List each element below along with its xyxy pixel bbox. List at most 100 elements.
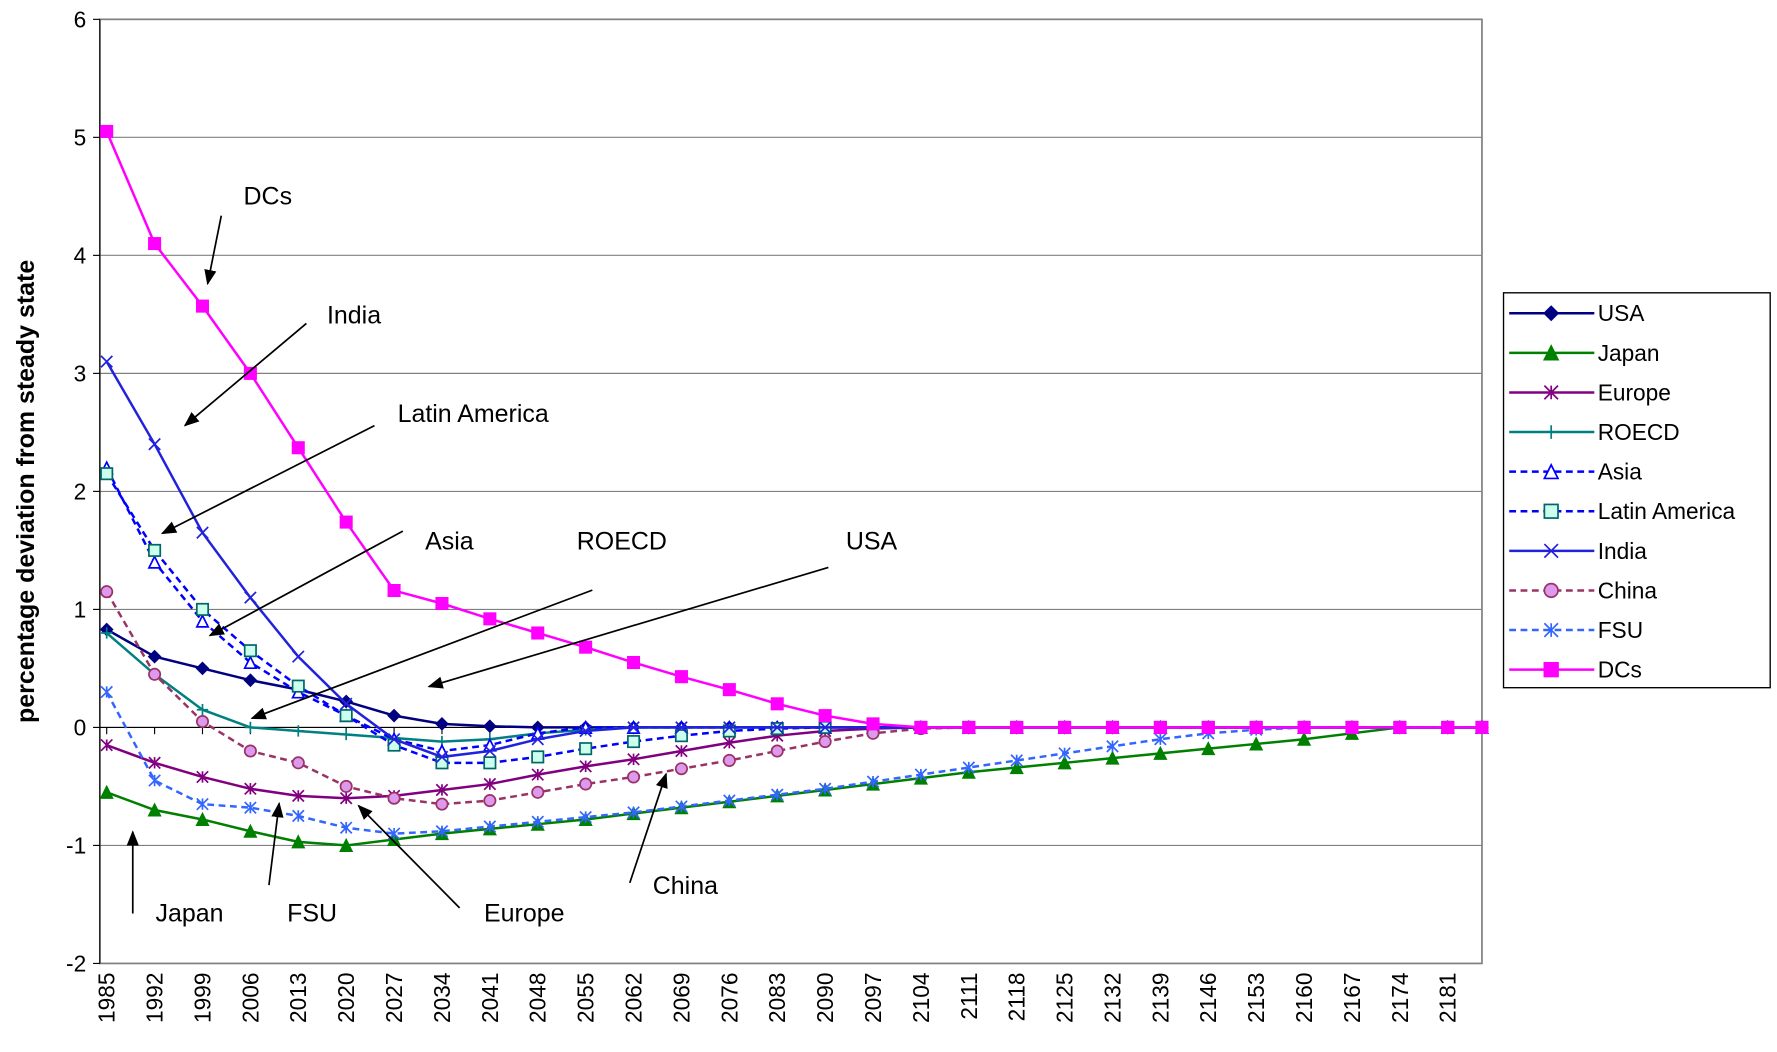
marker [435, 750, 449, 764]
marker [435, 596, 449, 611]
marker [1543, 622, 1559, 638]
marker [627, 753, 640, 766]
annotation: ROECD [577, 527, 667, 555]
marker [483, 756, 497, 770]
y-axis-label: percentage deviation from steady state [12, 260, 40, 723]
y-tick-label: 6 [74, 6, 87, 32]
x-tick-label: 2076 [716, 973, 742, 1023]
x-tick-label: 2069 [668, 973, 694, 1023]
marker [147, 649, 162, 664]
series-layer [99, 124, 1490, 852]
annotation: USA [846, 527, 898, 555]
marker [339, 697, 353, 711]
marker [531, 626, 545, 640]
marker [435, 824, 449, 838]
x-tick-label: 1992 [142, 973, 168, 1023]
arrow [250, 589, 593, 720]
marker [147, 554, 162, 569]
x-tick-label: 2181 [1435, 973, 1461, 1023]
marker [291, 834, 306, 849]
marker [339, 821, 353, 835]
annotation: Europe [484, 899, 564, 927]
marker [243, 654, 258, 670]
marker [243, 823, 258, 838]
marker [1543, 344, 1560, 361]
marker [627, 770, 641, 784]
annotation: DCs [244, 182, 293, 210]
marker [1543, 385, 1559, 400]
marker [1058, 720, 1072, 734]
marker [148, 237, 162, 251]
marker [100, 467, 114, 481]
marker [148, 543, 162, 557]
marker [674, 670, 688, 684]
marker [195, 602, 210, 616]
marker [1393, 720, 1407, 734]
marker [340, 728, 352, 741]
marker [914, 720, 928, 734]
legend-label: Asia [1598, 459, 1643, 485]
x-tick-label: 2055 [573, 973, 599, 1023]
arrow [160, 424, 375, 535]
marker [866, 717, 880, 731]
marker [196, 526, 209, 539]
marker [195, 613, 210, 628]
marker [722, 753, 736, 767]
annotation: India [327, 301, 381, 329]
marker [243, 644, 257, 658]
arrow [183, 322, 307, 427]
marker [292, 650, 305, 663]
legend-label: DCs [1598, 657, 1642, 683]
marker [1249, 720, 1263, 734]
y-tick-label: 1 [74, 596, 87, 622]
marker [1543, 462, 1560, 480]
marker [339, 709, 353, 723]
marker [722, 724, 736, 738]
marker [674, 762, 688, 776]
marker [531, 815, 545, 829]
marker [243, 744, 257, 758]
arrow [427, 566, 829, 689]
x-tick-label: 2118 [1004, 973, 1030, 1022]
marker [435, 716, 449, 731]
marker [675, 800, 688, 813]
x-tick-label: 2097 [860, 973, 886, 1023]
marker [292, 809, 305, 823]
marker [483, 744, 497, 758]
marker [244, 782, 257, 796]
line [105, 130, 1482, 729]
marker [1297, 720, 1311, 734]
marker [579, 810, 592, 824]
arrow [268, 801, 284, 886]
marker [1153, 720, 1167, 734]
marker [482, 719, 497, 734]
marker [579, 777, 593, 791]
marker [387, 732, 401, 746]
marker [292, 725, 304, 737]
arrow [357, 804, 461, 909]
x-tick-label: 2167 [1339, 973, 1365, 1023]
marker [818, 709, 832, 723]
annotation: Latin America [398, 400, 549, 428]
legend-label: India [1598, 538, 1648, 564]
legend-label: China [1598, 577, 1658, 603]
marker [531, 768, 545, 781]
marker [387, 791, 401, 805]
x-tick-label: 1999 [189, 973, 215, 1023]
y-tick-label: 0 [74, 714, 87, 740]
x-tick-label: 2013 [285, 973, 311, 1023]
marker [100, 124, 114, 138]
marker [196, 770, 209, 784]
marker [1345, 720, 1359, 734]
marker [148, 756, 161, 770]
y-tick-label: -1 [66, 832, 86, 858]
legend-label: Japan [1598, 340, 1660, 366]
x-tick-label: 2104 [908, 973, 934, 1023]
marker [483, 794, 497, 808]
marker [914, 768, 928, 781]
x-tick-label: 2090 [812, 973, 838, 1023]
marker [147, 802, 162, 817]
marker [1105, 750, 1120, 765]
x-tick-label: 2006 [237, 973, 263, 1023]
